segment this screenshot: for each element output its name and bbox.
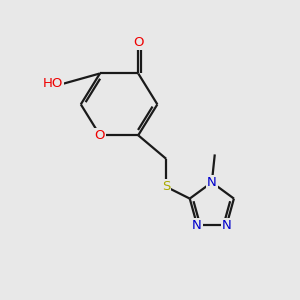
- Text: S: S: [162, 180, 170, 193]
- Text: HO: HO: [43, 77, 63, 90]
- Text: N: N: [192, 219, 202, 232]
- Text: O: O: [133, 36, 143, 49]
- Text: N: N: [207, 176, 217, 189]
- Text: O: O: [95, 129, 105, 142]
- Text: N: N: [222, 219, 231, 232]
